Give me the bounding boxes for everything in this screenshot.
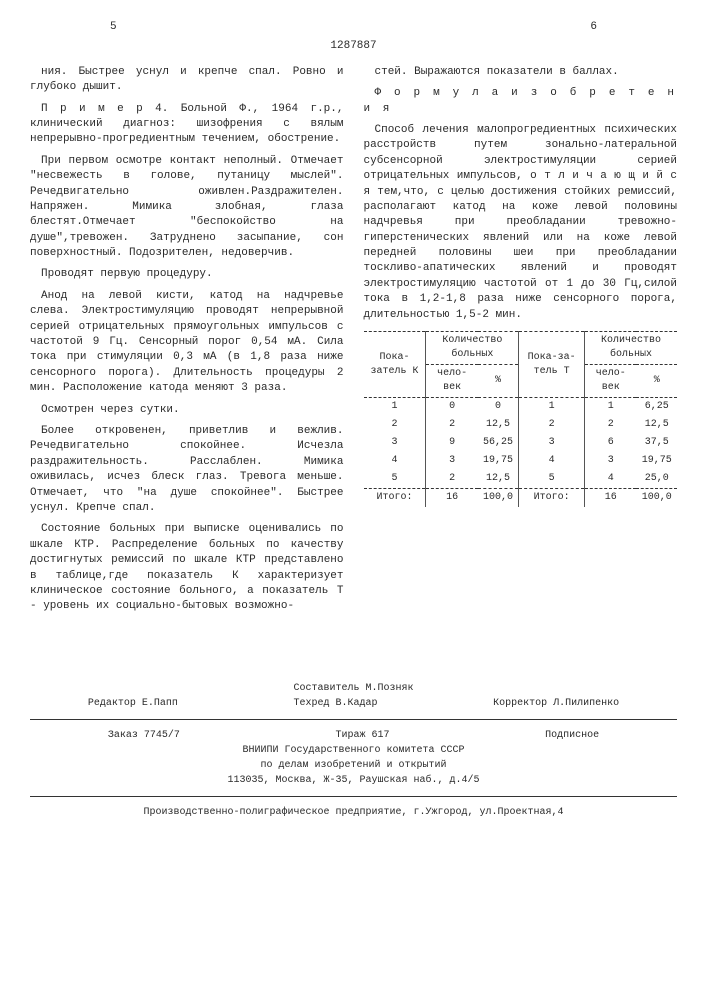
para: При первом осмотре контакт неполный. Отм…: [30, 154, 344, 262]
corrector: Корректор Л.Пилипенко: [493, 696, 619, 711]
org1: ВНИИПИ Государственного комитета СССР: [30, 743, 677, 758]
para: Осмотрен через сутки.: [30, 403, 344, 418]
formula-title: Ф о р м у л а и з о б р е т е н и я: [364, 86, 678, 117]
main-columns: ния. Быстрее уснул и крепче спал. Ровно …: [30, 65, 677, 621]
page-left: 5: [110, 20, 117, 35]
page-right: 6: [590, 20, 597, 35]
table-row: 100116,25: [364, 398, 678, 417]
th: Количество больных: [585, 332, 677, 365]
divider: [30, 796, 677, 797]
org2: по делам изобретений и открытий: [30, 758, 677, 773]
table-row: 5212,55425,0: [364, 470, 678, 489]
para: стей. Выражаются показатели в баллах.: [364, 65, 678, 80]
para: ния. Быстрее уснул и крепче спал. Ровно …: [30, 65, 344, 96]
para: П р и м е р 4. Больной Ф., 1964 г.р., кл…: [30, 102, 344, 148]
left-column: ния. Быстрее уснул и крепче спал. Ровно …: [30, 65, 344, 621]
compiler: Составитель М.Позняк: [30, 681, 677, 696]
th: Количество больных: [426, 332, 519, 365]
para: Способ лечения малопрогредиентных психич…: [364, 123, 678, 323]
tech: Техред В.Кадар: [293, 696, 377, 711]
table-row: 2212,52212,5: [364, 416, 678, 434]
results-table: Пока-затель К Количество больных Пока-за…: [364, 331, 678, 507]
table-header-row: Пока-затель К Количество больных Пока-за…: [364, 332, 678, 365]
footer-roles: Редактор Е.Папп Техред В.Кадар Корректор…: [30, 696, 677, 711]
table-totals: Итого:16100,0Итого:16100,0: [364, 489, 678, 508]
footer-order: Заказ 7745/7 Тираж 617 Подписное: [30, 728, 677, 743]
th: Пока-за-тель Т: [519, 332, 585, 398]
th: чело-век: [585, 365, 637, 398]
address1: 113035, Москва, Ж-35, Раушская наб., д.4…: [30, 773, 677, 788]
table-row: 4319,754319,75: [364, 452, 678, 470]
para: Более откровенен, приветлив и вежлив. Ре…: [30, 424, 344, 516]
right-column: стей. Выражаются показатели в баллах. Ф …: [364, 65, 678, 621]
para: Анод на левой кисти, катод на надчревье …: [30, 289, 344, 397]
th: чело-век: [426, 365, 478, 398]
divider: [30, 719, 677, 720]
th: %: [478, 365, 519, 398]
subscription: Подписное: [545, 728, 599, 743]
th: %: [636, 365, 677, 398]
th: Пока-затель К: [364, 332, 426, 398]
table-row: 3956,253637,5: [364, 434, 678, 452]
para: Проводят первую процедуру.: [30, 267, 344, 282]
tirazh: Тираж 617: [335, 728, 389, 743]
patent-number: 1287887: [30, 39, 677, 54]
para: Состояние больных при выписке оценивалис…: [30, 522, 344, 614]
page-numbers: 5 6: [30, 20, 677, 35]
address2: Производственно-полиграфическое предприя…: [30, 805, 677, 820]
editor: Редактор Е.Папп: [88, 696, 178, 711]
order: Заказ 7745/7: [108, 728, 180, 743]
footer: Составитель М.Позняк Редактор Е.Папп Тех…: [30, 681, 677, 820]
